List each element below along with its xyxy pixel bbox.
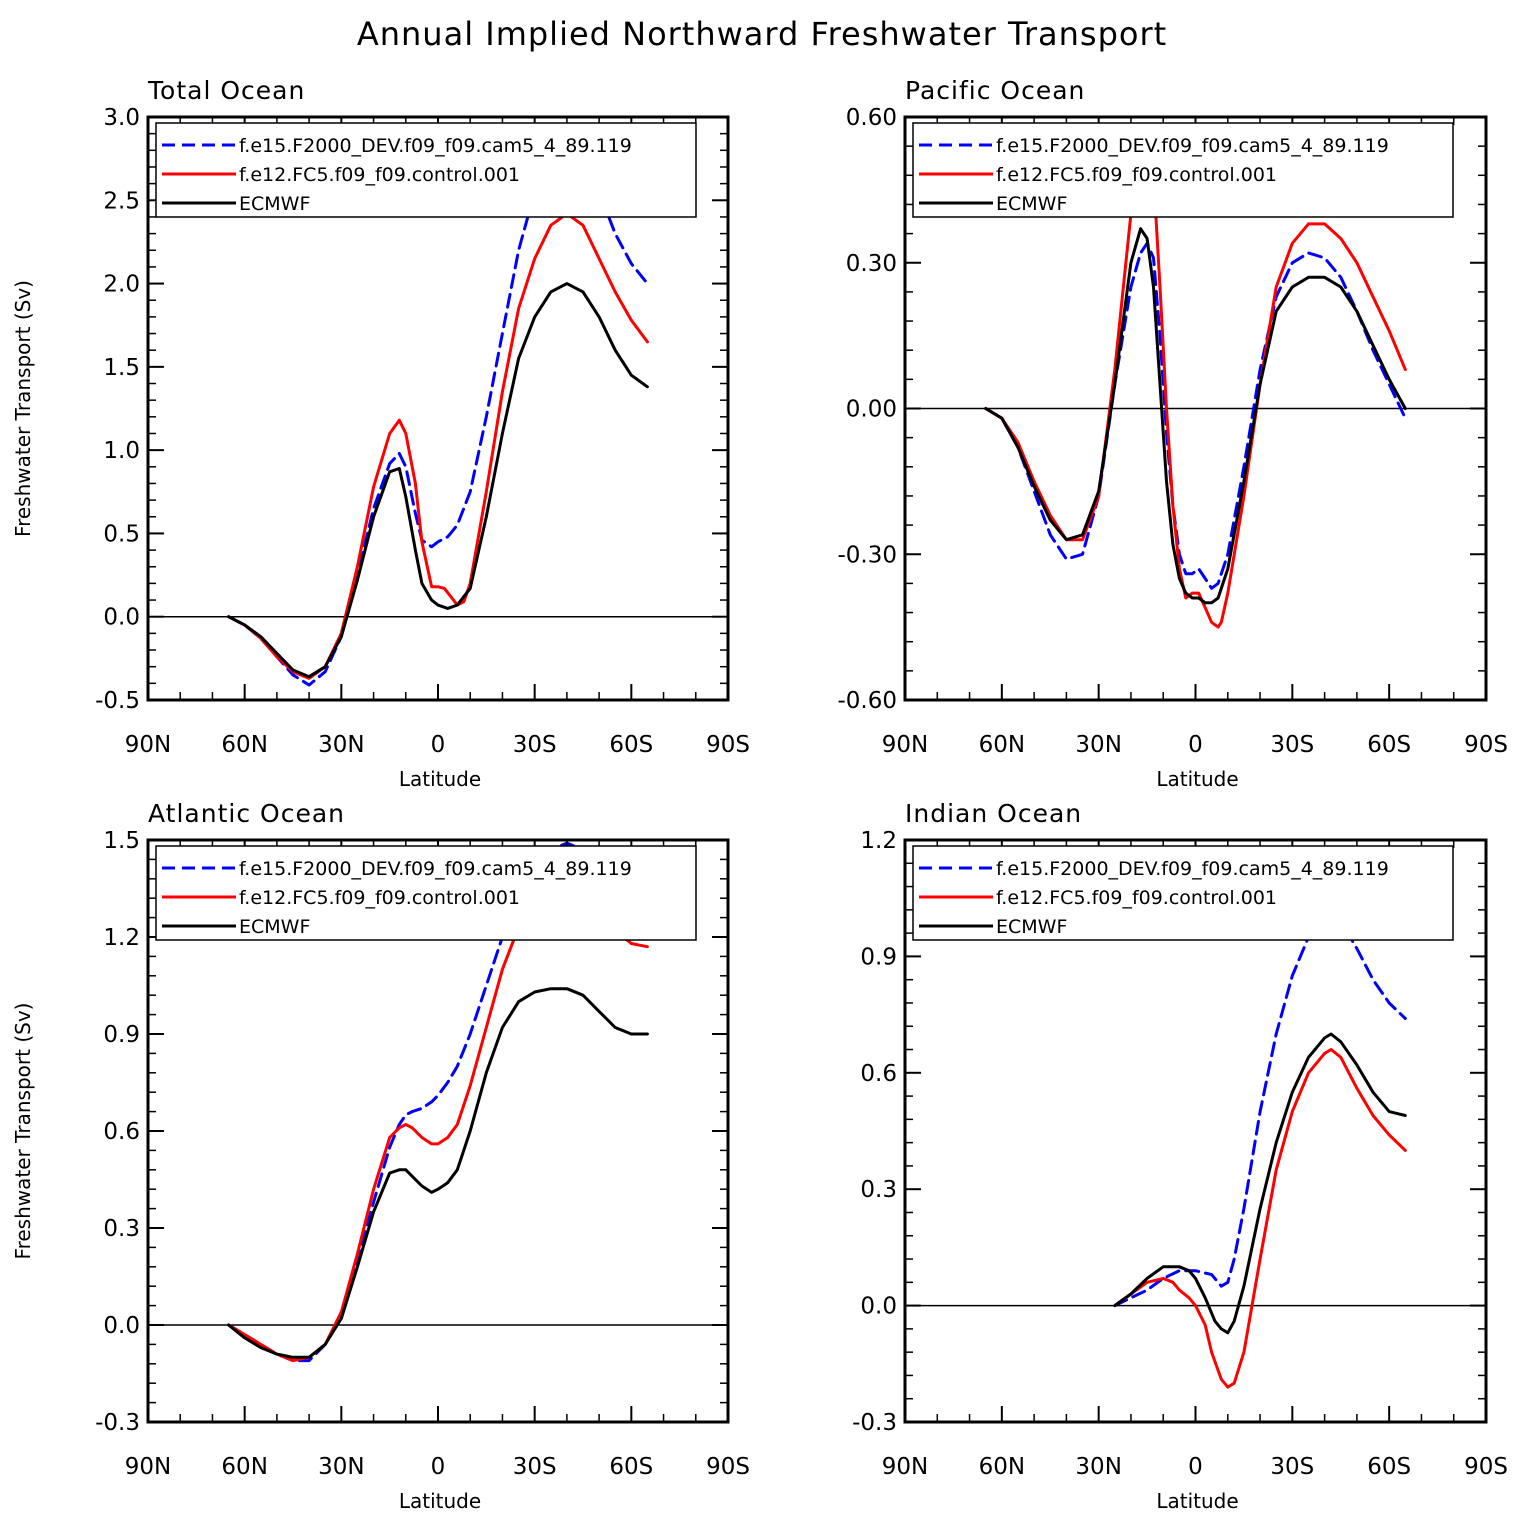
legend-entry-2: ECMWF [239, 916, 310, 938]
x-tick-label: 30S [1270, 1454, 1314, 1480]
series-line-1 [227, 212, 649, 680]
x-tick-label: 60N [221, 1454, 267, 1480]
x-axis-label: Latitude [399, 1489, 481, 1513]
x-tick-label: 30S [1270, 732, 1314, 758]
y-tick-label: 0.9 [103, 1022, 140, 1048]
series-line-1 [1113, 1048, 1407, 1389]
x-axis-label: Latitude [399, 767, 481, 791]
x-tick-label: 30N [318, 1454, 364, 1480]
x-tick-label: 90S [1464, 1454, 1508, 1480]
series-line-1 [984, 154, 1407, 629]
series-line-0 [984, 241, 1407, 590]
series-line-2 [984, 227, 1407, 605]
x-tick-label: 0 [431, 732, 446, 758]
y-tick-label: 0.6 [860, 1061, 897, 1087]
y-tick-label: 0.0 [860, 1294, 897, 1320]
y-axis-label: Freshwater Transport (Sv) [11, 280, 35, 537]
x-tick-label: 90N [125, 1454, 171, 1480]
y-tick-label: 2.0 [103, 272, 140, 298]
y-tick-label: -0.3 [852, 1410, 897, 1436]
series-line-1 [227, 877, 649, 1363]
panel-1: -0.60 -0.30 0.00 0.30 0.60 90N 60N 30N 0 30S 60S 90… [837, 76, 1507, 791]
x-tick-label: 90N [882, 1454, 928, 1480]
y-tick-label: 0.60 [846, 105, 897, 131]
legend-entry-1: f.e12.FC5.f09_f09.control.001 [996, 164, 1277, 186]
x-tick-label: 90S [706, 1454, 750, 1480]
x-axis-label: Latitude [1156, 1489, 1238, 1513]
legend-entry-0: f.e15.F2000_DEV.f09_f09.cam5_4_89.119 [239, 135, 632, 157]
y-tick-label: 0.30 [846, 251, 897, 277]
series-line-2 [1113, 1032, 1407, 1335]
x-tick-label: 60S [609, 1454, 653, 1480]
x-tick-label: 30N [1075, 732, 1121, 758]
y-tick-label: 1.2 [860, 828, 897, 854]
y-tick-label: -0.60 [837, 688, 897, 714]
y-tick-label: 0.0 [103, 605, 140, 631]
y-tick-label: 1.5 [103, 828, 140, 854]
legend-box [912, 845, 1454, 941]
legend-entry-2: ECMWF [996, 193, 1067, 215]
panel-title: Total Ocean [147, 76, 305, 105]
series-line-0 [227, 145, 649, 687]
x-axis-label: Latitude [1156, 767, 1238, 791]
y-tick-label: 0.3 [103, 1216, 140, 1242]
y-tick-label: 3.0 [103, 105, 140, 131]
legend-entry-0: f.e15.F2000_DEV.f09_f09.cam5_4_89.119 [239, 858, 632, 880]
y-tick-label: 2.5 [103, 188, 140, 214]
y-tick-label: 1.5 [103, 355, 140, 381]
x-tick-label: 30S [513, 1454, 557, 1480]
x-tick-label: 60N [979, 732, 1025, 758]
x-tick-label: 30S [513, 732, 557, 758]
x-tick-label: 90S [1464, 732, 1508, 758]
panel-0: -0.5 0.0 0.5 1.0 1.5 2.0 2.5 3.0 90N 60N 30N 0 30S 60… [11, 76, 750, 791]
x-tick-label: 60S [1367, 1454, 1411, 1480]
x-tick-label: 60S [1367, 732, 1411, 758]
legend-box [155, 845, 697, 941]
legend-entry-2: ECMWF [996, 916, 1067, 938]
main-title: Annual Implied Northward Freshwater Tran… [357, 15, 1167, 53]
panel-3: -0.3 0.0 0.3 0.6 0.9 1.2 90N 60N 30N 0 30S 60S 90S In… [852, 799, 1508, 1513]
series-line-2 [227, 987, 649, 1359]
y-tick-label: -0.5 [95, 688, 140, 714]
x-tick-label: 60S [609, 732, 653, 758]
x-tick-label: 90N [125, 732, 171, 758]
series-line-0 [1113, 912, 1407, 1308]
panel-title: Indian Ocean [905, 799, 1082, 828]
panels: -0.5 0.0 0.5 1.0 1.5 2.0 2.5 3.0 90N 60N 30N 0 30S 60… [11, 76, 1508, 1513]
x-tick-label: 0 [431, 1454, 446, 1480]
x-tick-label: 60N [221, 732, 267, 758]
y-tick-label: 1.2 [103, 925, 140, 951]
x-tick-label: 90S [706, 732, 750, 758]
x-tick-label: 0 [1188, 732, 1203, 758]
legend-box [155, 122, 697, 218]
y-tick-label: 0.0 [103, 1313, 140, 1339]
legend-entry-1: f.e12.FC5.f09_f09.control.001 [239, 164, 520, 186]
y-tick-label: 0.6 [103, 1119, 140, 1145]
legend-entry-1: f.e12.FC5.f09_f09.control.001 [239, 887, 520, 909]
y-axis-label: Freshwater Transport (Sv) [11, 1003, 35, 1260]
y-tick-label: 0.5 [103, 521, 140, 547]
x-tick-label: 0 [1188, 1454, 1203, 1480]
legend-entry-2: ECMWF [239, 193, 310, 215]
x-tick-label: 90N [882, 732, 928, 758]
x-tick-label: 30N [318, 732, 364, 758]
panel-title: Atlantic Ocean [148, 799, 345, 828]
panel-title: Pacific Ocean [905, 76, 1085, 105]
y-tick-label: -0.30 [837, 542, 897, 568]
panel-2: -0.3 0.0 0.3 0.6 0.9 1.2 1.5 90N 60N 30N 0 30S 60S 90… [11, 799, 750, 1513]
y-tick-label: 1.0 [103, 438, 140, 464]
legend-entry-0: f.e15.F2000_DEV.f09_f09.cam5_4_89.119 [996, 135, 1389, 157]
y-tick-label: 0.3 [860, 1177, 897, 1203]
legend-entry-1: f.e12.FC5.f09_f09.control.001 [996, 887, 1277, 909]
series-line-2 [227, 282, 649, 679]
x-tick-label: 60N [979, 1454, 1025, 1480]
legend-entry-0: f.e15.F2000_DEV.f09_f09.cam5_4_89.119 [996, 858, 1389, 880]
y-tick-label: -0.3 [95, 1410, 140, 1436]
y-tick-label: 0.00 [846, 397, 897, 423]
legend-box [912, 122, 1454, 218]
x-tick-label: 30N [1075, 1454, 1121, 1480]
y-tick-label: 0.9 [860, 944, 897, 970]
